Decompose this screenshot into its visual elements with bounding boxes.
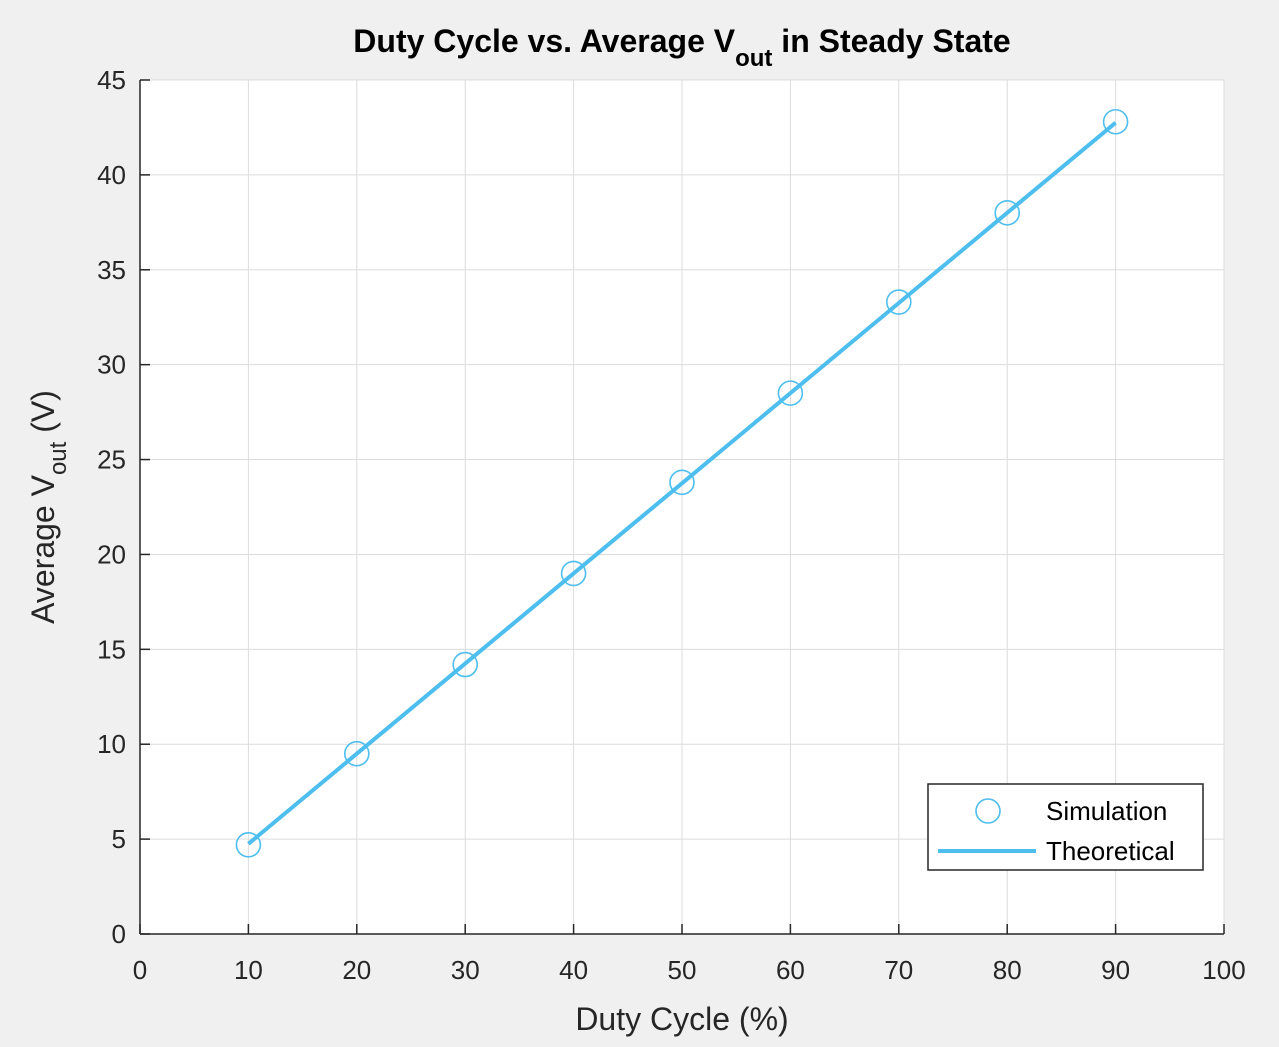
simulation-point [994,200,1021,226]
x-tick-label: 40 [559,955,588,985]
y-tick-label: 0 [112,919,126,949]
simulation-point [235,832,262,858]
y-axis-label-subscript: out [45,441,72,475]
legend-label-simulation: Simulation [1046,796,1167,826]
y-tick-label: 40 [97,160,126,190]
legend: Simulation Theoretical [927,783,1204,871]
x-tick-label: 10 [234,955,263,985]
y-tick-label: 25 [97,445,126,475]
x-tick-label: 70 [884,955,913,985]
plot-content [235,108,1129,858]
simulation-point [560,560,587,587]
y-tick-label: 10 [97,729,126,759]
x-tick-label: 100 [1202,955,1245,985]
y-tick-label: 20 [97,539,126,569]
axes: 0 10 20 30 40 50 60 70 80 90 100 0 5 10 15 20 25 30 35 40 45 [97,65,1246,985]
legend-box [927,783,1204,871]
simulation-point [777,380,804,406]
chart-title-subscript: out [735,45,772,72]
y-tick-label: 30 [97,350,126,380]
y-axis-label-suffix: (V) [25,390,61,442]
y-tick-label: 45 [97,65,126,95]
x-tick-label: 90 [1101,955,1130,985]
legend-marker-simulation [975,798,1001,824]
y-tick-label: 15 [97,634,126,664]
chart-title-main: Duty Cycle vs. Average V [353,23,735,59]
grid [139,79,1225,935]
y-tick-label: 5 [112,824,126,854]
simulation-point [452,651,479,678]
legend-label-theoretical: Theoretical [1046,836,1175,866]
simulation-point [885,289,912,315]
chart-title-suffix: in Steady State [772,23,1010,59]
x-tick-label: 0 [133,955,147,985]
simulation-point [1102,108,1129,135]
x-axis-label: Duty Cycle (%) [575,1001,788,1037]
simulation-point [669,469,695,496]
chart-title: Duty Cycle vs. Average Vout in Steady St… [353,23,1010,72]
x-tick-label: 20 [342,955,371,985]
x-tick-label: 30 [451,955,480,985]
x-tick-label: 50 [668,955,697,985]
y-axis-label: Average Vout (V) [25,390,72,624]
x-tick-label: 80 [993,955,1022,985]
y-axis-label-main: Average V [25,474,61,624]
x-tick-label: 60 [776,955,805,985]
simulation-point [343,740,370,767]
y-tick-label: 35 [97,255,126,285]
theoretical-series-line [247,121,1117,846]
